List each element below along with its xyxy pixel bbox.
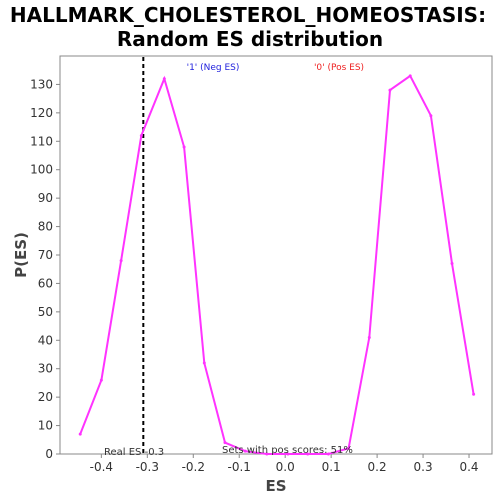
x-axis: -0.4 -0.3 -0.2 -0.1 0.0 0.1 0.2 0.3 0.4 xyxy=(90,454,479,474)
neg-es-label: '1' (Neg ES) xyxy=(187,63,240,73)
data-point xyxy=(182,145,186,149)
real-es-label: Real ES -0.3 xyxy=(104,447,164,458)
y-tick-label: 90 xyxy=(38,191,53,205)
y-axis-label: P(ES) xyxy=(12,232,30,278)
x-tick-label: -0.4 xyxy=(90,460,113,474)
data-point xyxy=(429,114,433,118)
x-tick-label: 0.3 xyxy=(414,460,433,474)
y-tick-label: 80 xyxy=(38,220,53,234)
y-tick-label: 20 xyxy=(38,390,53,404)
chart-title-line1: HALLMARK_CHOLESTEROL_HOMEOSTASIS: xyxy=(10,3,486,27)
x-tick-label: 0.0 xyxy=(276,460,295,474)
data-point xyxy=(139,134,143,138)
y-axis: 0 10 20 30 40 50 60 70 80 90 100 110 120 130 xyxy=(30,77,60,461)
data-point xyxy=(367,335,371,339)
y-tick-label: 70 xyxy=(38,248,53,262)
y-tick-label: 130 xyxy=(30,77,53,91)
data-point xyxy=(326,452,330,456)
y-tick-label: 50 xyxy=(38,305,53,319)
data-point xyxy=(99,378,103,382)
x-tick-label: -0.1 xyxy=(228,460,251,474)
x-axis-label: ES xyxy=(265,477,286,495)
x-tick-label: -0.3 xyxy=(136,460,159,474)
x-tick-label: 0.1 xyxy=(322,460,341,474)
x-tick-label: -0.2 xyxy=(182,460,205,474)
y-tick-label: 120 xyxy=(30,106,53,120)
data-point xyxy=(265,452,269,456)
y-tick-label: 110 xyxy=(30,134,53,148)
data-point xyxy=(450,262,454,266)
data-point xyxy=(243,449,247,453)
plot-area xyxy=(59,55,493,455)
pos-scores-note: Sets with pos scores: 51% xyxy=(222,445,353,456)
x-tick-label: 0.2 xyxy=(368,460,387,474)
series-line xyxy=(79,74,475,455)
y-tick-label: 0 xyxy=(45,447,53,461)
pos-es-label: '0' (Pos ES) xyxy=(314,63,364,73)
data-point xyxy=(472,392,476,396)
data-point xyxy=(306,452,310,456)
data-point xyxy=(408,74,412,78)
series-points xyxy=(78,74,476,456)
data-point xyxy=(347,446,351,450)
x-tick-label: 0.4 xyxy=(459,460,478,474)
y-tick-label: 60 xyxy=(38,276,53,290)
y-tick-label: 10 xyxy=(38,419,53,433)
data-point xyxy=(78,432,82,436)
y-tick-label: 30 xyxy=(38,362,53,376)
data-point xyxy=(119,259,123,263)
data-point xyxy=(223,441,227,445)
data-point xyxy=(202,361,206,365)
data-point xyxy=(286,452,290,456)
y-tick-label: 40 xyxy=(38,333,53,347)
chart-title-line2: Random ES distribution xyxy=(117,27,383,51)
data-point xyxy=(388,88,392,92)
data-point xyxy=(162,77,166,81)
y-tick-label: 100 xyxy=(30,163,53,177)
